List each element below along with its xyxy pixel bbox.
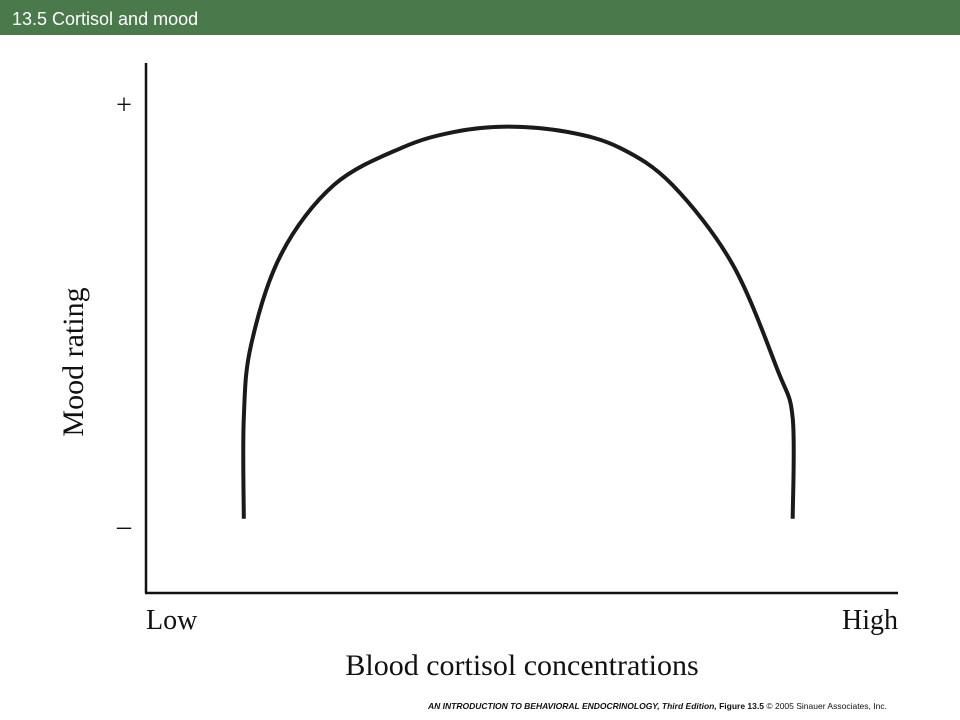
y-axis-label: Mood rating (57, 287, 90, 436)
y-tick-plus: + (116, 90, 132, 121)
slide-title: 13.5 Cortisol and mood (12, 9, 199, 29)
series-line-mood-curve (241, 124, 796, 519)
caption-figure-number: Figure 13.5 (719, 701, 764, 711)
x-tick-high: High (842, 605, 898, 636)
title-bar: 13.5 Cortisol and mood (0, 0, 960, 35)
caption-book-title: AN INTRODUCTION TO BEHAVIORAL ENDOCRINOL… (428, 701, 717, 711)
y-tick-minus: – (116, 511, 132, 542)
caption-copyright: © 2005 Sinauer Associates, Inc. (766, 701, 887, 711)
x-axis-label: Blood cortisol concentrations (345, 649, 698, 682)
figure-caption: AN INTRODUCTION TO BEHAVIORAL ENDOCRINOL… (428, 700, 948, 712)
chart: + – Mood rating Low High Blood cortisol … (57, 63, 898, 682)
x-tick-low: Low (146, 605, 198, 636)
